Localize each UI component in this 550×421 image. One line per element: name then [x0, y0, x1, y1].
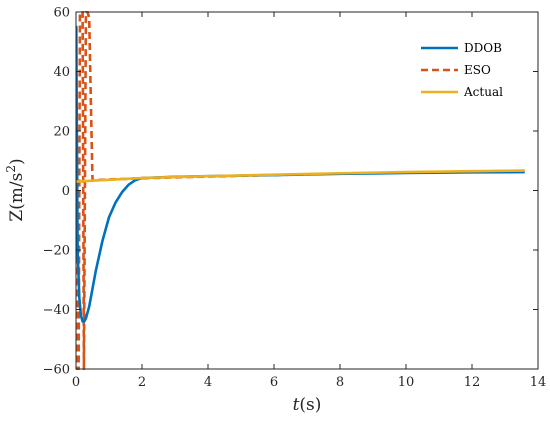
y-axis-label: Z(m/s2)	[4, 158, 27, 221]
x-tick-label: 10	[398, 375, 415, 390]
x-tick-label: 6	[270, 375, 278, 390]
y-tick-label: −40	[43, 303, 70, 318]
y-tick-label: −20	[43, 244, 70, 259]
y-tick-label: 60	[53, 6, 70, 21]
legend-label-eso: ESO	[464, 63, 491, 77]
legend-label-actual: Actual	[463, 85, 503, 99]
y-tick-label: 0	[62, 184, 70, 199]
axis-ticks: 0 2 4 6 8 10 12 14 −60 −40 −20 0 20 40 60	[43, 6, 547, 391]
x-tick-label: 2	[138, 375, 146, 390]
y-tick-label: 20	[53, 125, 70, 140]
x-tick-label: 14	[530, 375, 547, 390]
plot-area	[76, 11, 525, 370]
y-tick-label: 40	[53, 65, 70, 80]
x-tick-label: 12	[464, 375, 481, 390]
x-tick-label: 8	[336, 375, 344, 390]
series-line-actual	[76, 169, 525, 183]
legend-label-ddob: DDOB	[464, 41, 502, 55]
legend: DDOB ESO Actual	[414, 36, 532, 114]
x-axis-label: t(s)	[293, 395, 322, 415]
x-tick-label: 0	[72, 375, 80, 390]
x-tick-label: 4	[204, 375, 212, 390]
y-tick-label: −60	[43, 363, 70, 378]
